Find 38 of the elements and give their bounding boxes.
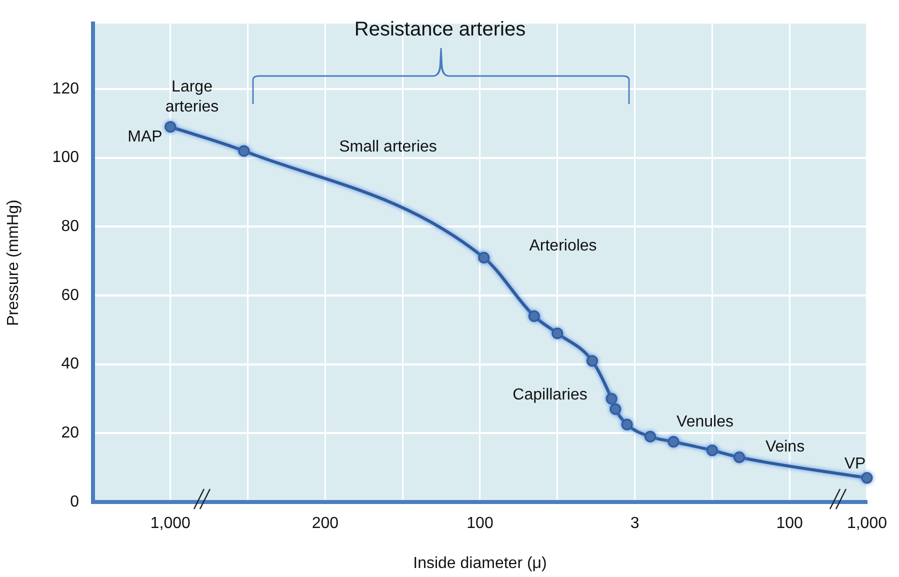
annotation: Venules — [676, 413, 734, 430]
annotation: Small arteries — [339, 138, 437, 156]
y-axis-title: Pressure (mmHg) — [5, 200, 22, 326]
y-tick-label: 120 — [52, 80, 80, 98]
annotation: Capillaries — [512, 386, 588, 404]
point — [706, 444, 718, 456]
y-tick-label: 20 — [61, 424, 80, 442]
point — [861, 472, 873, 484]
x-tick-label: 200 — [312, 515, 339, 532]
point — [552, 328, 564, 340]
y-tick-label: 80 — [61, 218, 80, 236]
point — [668, 436, 680, 448]
point — [610, 403, 622, 415]
point — [478, 252, 490, 264]
y-tick-label: 60 — [61, 286, 80, 304]
x-tick-label: 1,000 — [150, 515, 191, 532]
y-tick-label: 100 — [52, 149, 80, 166]
annotation: Arterioles — [529, 237, 597, 254]
y-tick-label: 40 — [61, 356, 80, 373]
point — [606, 393, 618, 404]
annotation: VP — [844, 455, 866, 472]
x-tick-label: 1,000 — [846, 515, 888, 532]
x-tick-label: 3 — [630, 515, 640, 532]
annotation: Large arteries — [165, 78, 219, 116]
point — [164, 121, 176, 133]
point — [238, 145, 250, 157]
point — [621, 418, 633, 430]
x-tick-label: 100 — [776, 515, 804, 532]
x-axis-title: Inside diameter (μ) — [413, 554, 547, 572]
point — [586, 355, 598, 367]
point — [644, 430, 656, 442]
point — [734, 452, 746, 464]
y-tick-label: 0 — [70, 493, 80, 510]
annotation: MAP — [128, 128, 162, 146]
x-tick-label: 100 — [466, 515, 494, 532]
annotation: Resistance arteries — [354, 18, 526, 41]
annotation: Veins — [765, 438, 805, 456]
point — [528, 310, 540, 322]
